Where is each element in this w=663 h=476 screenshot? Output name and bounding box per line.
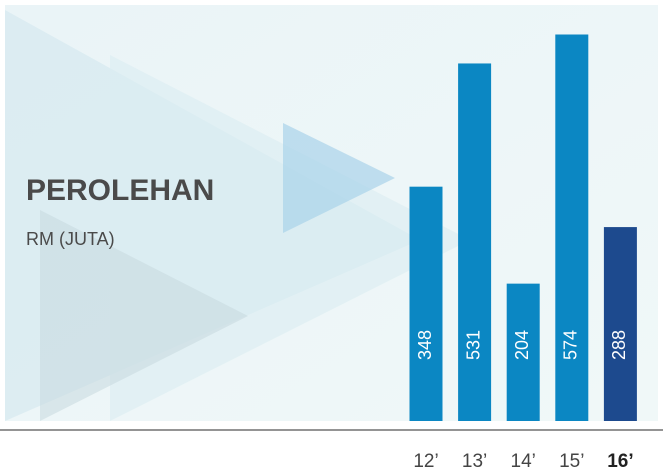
x-tick-label: 14’ [511,451,536,472]
value-label: 574 [561,330,581,360]
decor-triangle [283,123,395,233]
chart-subtitle: RM (JUTA) [26,229,115,249]
x-tick-label: 13’ [462,451,487,472]
value-label: 204 [512,330,532,360]
value-label: 348 [415,330,435,360]
x-tick-label: 12’ [413,451,438,472]
x-tick-label: 16’ [607,451,633,472]
decor-triangle [40,210,248,421]
value-label: 288 [609,330,629,360]
bar [603,227,637,421]
x-tick-label: 15’ [559,451,584,472]
bar [409,186,443,421]
chart-title: PEROLEHAN [26,174,214,207]
value-label: 531 [463,330,483,360]
bar [555,34,589,422]
bar [458,63,492,422]
bar [506,283,540,421]
